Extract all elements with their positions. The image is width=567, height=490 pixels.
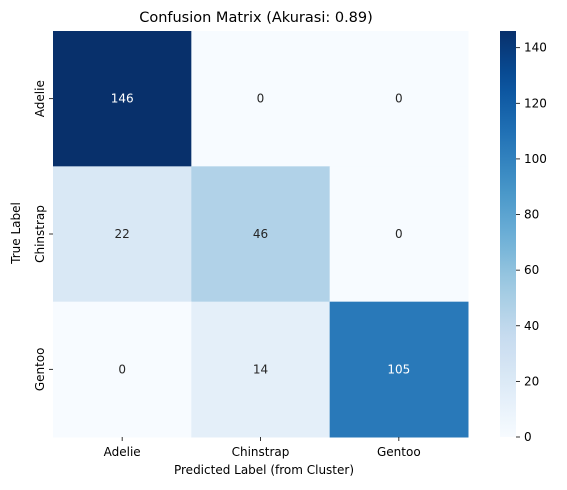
colorbar-tick-label: 20 bbox=[524, 374, 539, 388]
y-tick-label: Adelie bbox=[33, 80, 47, 117]
colorbar-tick-label: 100 bbox=[524, 152, 547, 166]
y-axis-ticks: Adelie Chinstrap Gentoo bbox=[33, 80, 53, 391]
heatmap-cell-value: 0 bbox=[395, 227, 403, 241]
colorbar-tick-label: 60 bbox=[524, 263, 539, 277]
heatmap-cells bbox=[53, 31, 469, 438]
heatmap-cell bbox=[329, 166, 469, 303]
heatmap-cell bbox=[53, 31, 192, 167]
y-axis-label: True Label bbox=[9, 202, 23, 265]
x-tick-label: Gentoo bbox=[377, 445, 421, 459]
chart-title: Confusion Matrix (Akurasi: 0.89) bbox=[139, 10, 373, 26]
heatmap-cell-labels: 146 0 0 22 46 0 0 14 105 bbox=[111, 92, 411, 377]
heatmap-cell-value: 0 bbox=[257, 92, 265, 106]
x-axis-ticks: Adelie Chinstrap Gentoo bbox=[104, 437, 421, 459]
heatmap-cell bbox=[329, 31, 469, 167]
heatmap-cell bbox=[53, 166, 192, 303]
heatmap-cell-value: 105 bbox=[387, 362, 410, 376]
heatmap-cell bbox=[53, 301, 192, 438]
colorbar-tick-label: 120 bbox=[524, 96, 547, 110]
heatmap-cell-value: 0 bbox=[395, 92, 403, 106]
heatmap-cell-value: 0 bbox=[118, 362, 126, 376]
colorbar-tick-label: 0 bbox=[524, 430, 532, 444]
heatmap-cell bbox=[191, 301, 331, 438]
y-tick-label: Gentoo bbox=[33, 347, 47, 391]
colorbar-tick-label: 140 bbox=[524, 41, 547, 55]
x-axis-label: Predicted Label (from Cluster) bbox=[174, 463, 354, 477]
colorbar-ticks: 0 20 40 60 80 100 120 140 bbox=[516, 41, 547, 444]
heatmap-cell bbox=[191, 31, 331, 167]
x-tick-label: Adelie bbox=[104, 445, 141, 459]
colorbar-tick-label: 40 bbox=[524, 319, 539, 333]
heatmap-cell bbox=[329, 301, 469, 438]
heatmap-cell-value: 14 bbox=[253, 362, 268, 376]
heatmap-cell-value: 22 bbox=[115, 227, 130, 241]
heatmap-cell-value: 46 bbox=[253, 227, 268, 241]
y-tick-label: Chinstrap bbox=[33, 205, 47, 263]
colorbar bbox=[500, 31, 516, 437]
heatmap-cell-value: 146 bbox=[111, 92, 134, 106]
heatmap-cell bbox=[191, 166, 331, 303]
x-tick-label: Chinstrap bbox=[232, 445, 290, 459]
colorbar-tick-label: 80 bbox=[524, 208, 539, 222]
